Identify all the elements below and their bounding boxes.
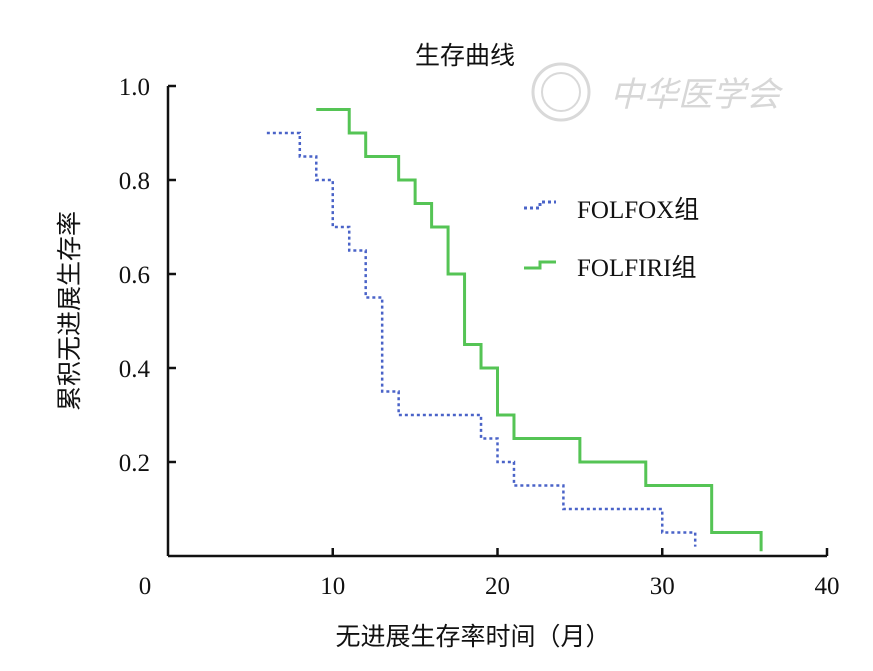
y-ticks: 0.2 0.4 0.6 0.8 1.0 [119, 74, 176, 477]
x-tick-label: 10 [320, 573, 345, 600]
y-tick-label: 0.8 [119, 168, 150, 195]
chart-title: 生存曲线 [415, 41, 515, 70]
y-axis-label: 累积无进展生存率 [55, 211, 84, 411]
series-line-folfiri [316, 108, 763, 552]
legend: FOLFOX组 FOLFIRI组 [524, 196, 699, 282]
series-layer [266, 108, 763, 552]
x-tick-label: 20 [485, 573, 510, 600]
x-ticks: 0 10 20 30 40 [139, 548, 840, 600]
y-tick-label: 1.0 [119, 74, 150, 101]
watermark-logo: 中华医学会 [531, 62, 784, 122]
y-tick-label: 0.6 [119, 262, 150, 289]
legend-label-folfiri: FOLFIRI组 [577, 254, 696, 282]
x-tick-label: 40 [815, 573, 840, 600]
series-line-folfox [266, 131, 697, 547]
legend-label-folfox: FOLFOX组 [577, 196, 699, 224]
y-tick-label: 0.4 [119, 356, 151, 383]
legend-swatch-folfiri [524, 260, 556, 270]
watermark-text: 中华医学会 [610, 75, 784, 115]
y-tick-label: 0.2 [119, 450, 150, 477]
plot-axes [166, 86, 827, 558]
x-axis-label: 无进展生存率时间（月） [335, 622, 610, 651]
x-tick-label: 0 [139, 573, 152, 600]
legend-swatch-folfox [524, 200, 556, 210]
x-tick-label: 30 [650, 573, 675, 600]
